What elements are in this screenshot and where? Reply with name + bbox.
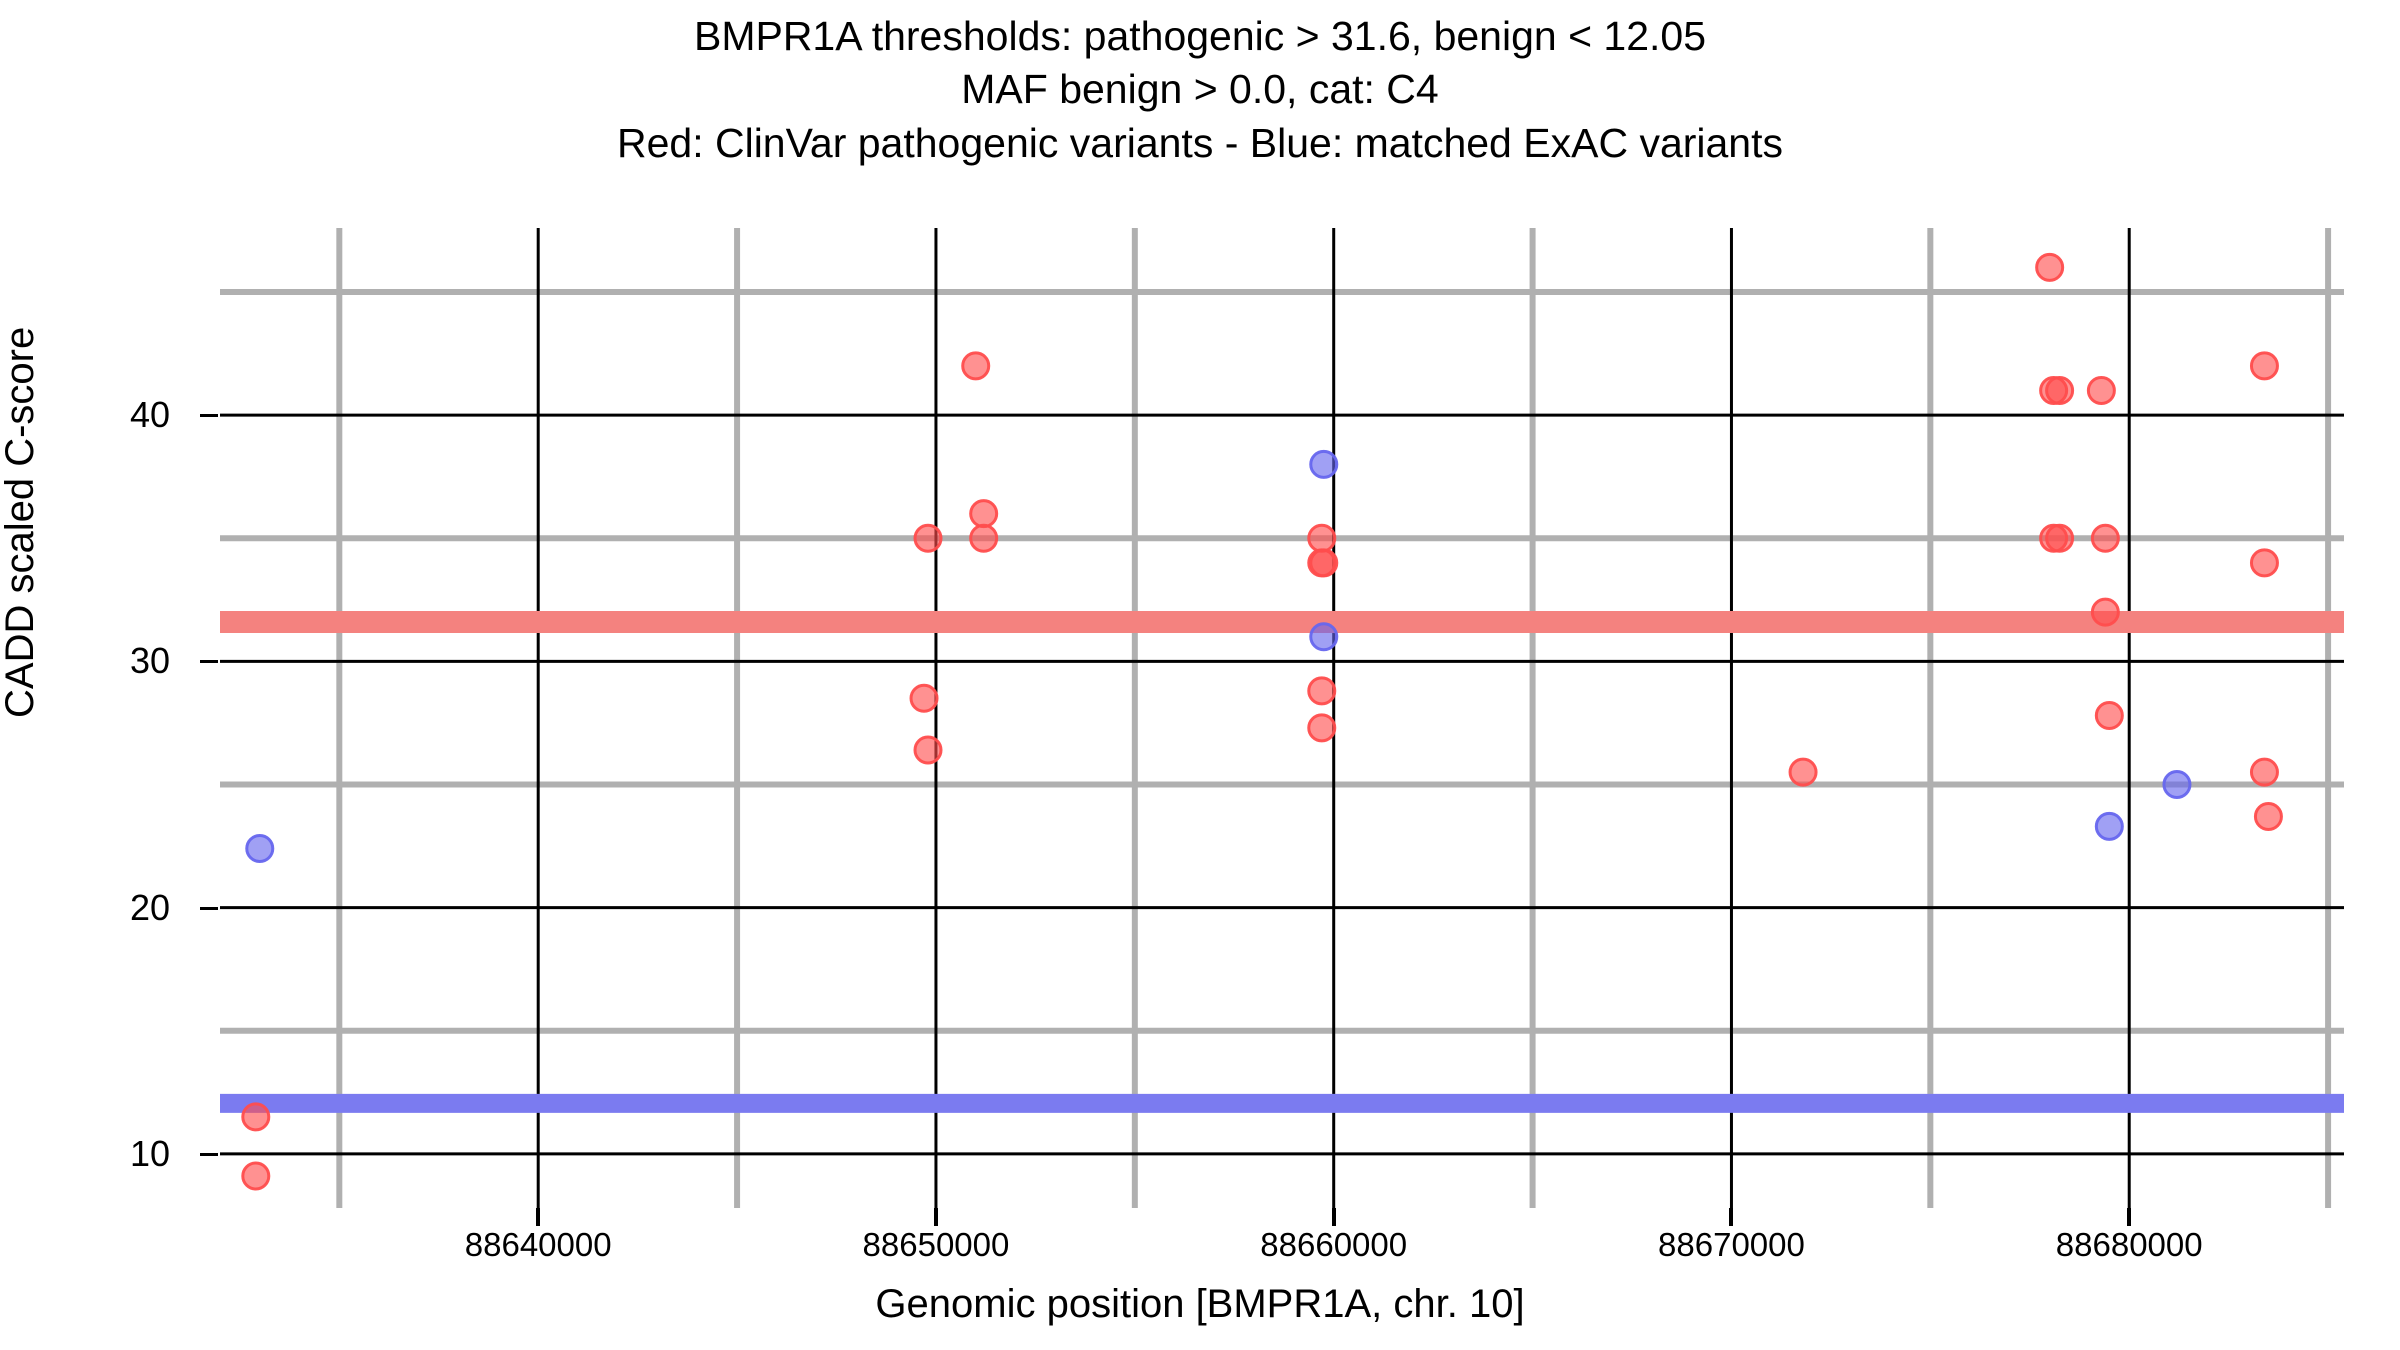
data-point [2249,757,2279,787]
data-point [969,499,999,529]
data-point [969,523,999,553]
y-tick-label: 20 [129,886,170,928]
data-point [1307,676,1337,706]
chart-title-line-2: MAF benign > 0.0, cat: C4 [961,66,1439,113]
data-point [2086,376,2116,406]
y-tick-mark [200,414,218,418]
data-point [1307,713,1337,743]
data-point [245,834,275,864]
data-point [2035,252,2065,282]
data-point [909,683,939,713]
data-point [1309,622,1339,652]
data-point [2090,597,2120,627]
data-point [1309,548,1339,578]
data-point [2253,801,2283,831]
y-axis-label: CADD scaled C-score [0,326,42,718]
data-point [1307,523,1337,553]
x-tick-mark [933,1208,938,1226]
data-point [241,1161,271,1191]
data-point [1309,449,1339,479]
y-tick-mark [200,1152,218,1156]
data-point [241,1102,271,1132]
data-point [2045,376,2075,406]
data-point [913,523,943,553]
major-horizontal-gridlines [220,413,2344,1156]
x-tick-label: 88650000 [862,1226,1010,1263]
minor-vertical-gridlines [336,228,2332,1208]
data-point [913,735,943,765]
chart-title-line-1: BMPR1A thresholds: pathogenic > 31.6, be… [693,13,1707,59]
major-vertical-gridlines [536,228,2131,1208]
plot-area [220,228,2344,1208]
data-point [2094,701,2124,731]
plot-canvas [220,228,2344,1208]
chart-title: BMPR1A thresholds: pathogenic > 31.6, be… [0,10,2400,170]
threshold-lines [220,610,2344,1113]
x-axis-label: Genomic position [BMPR1A, chr. 10] [875,1282,1525,1326]
y-tick-label: 30 [129,640,170,682]
data-point [2045,523,2075,553]
x-tick-mark [1331,1208,1336,1226]
data-points [241,252,2283,1191]
x-tick-mark [1729,1208,1734,1226]
x-tick-label: 88670000 [1658,1226,1805,1263]
x-tick-label: 88640000 [464,1226,612,1263]
y-tick-mark [200,906,218,910]
y-tick-label: 40 [129,394,170,436]
data-point [2090,523,2120,553]
data-point [961,351,991,381]
chart-title-line-3: Red: ClinVar pathogenic variants - Blue:… [616,119,1784,166]
x-tick-mark [2127,1208,2132,1226]
data-point [2162,769,2192,799]
x-tick-label: 88680000 [2055,1226,2203,1263]
y-tick-label: 10 [129,1132,170,1174]
data-point [2094,811,2124,841]
data-point [2249,351,2279,381]
data-point [2249,548,2279,578]
minor-horizontal-gridlines [220,289,2344,1034]
x-tick-label: 88660000 [1260,1226,1408,1263]
y-tick-mark [200,660,218,664]
data-point [1788,757,1818,787]
x-tick-mark [536,1208,541,1226]
